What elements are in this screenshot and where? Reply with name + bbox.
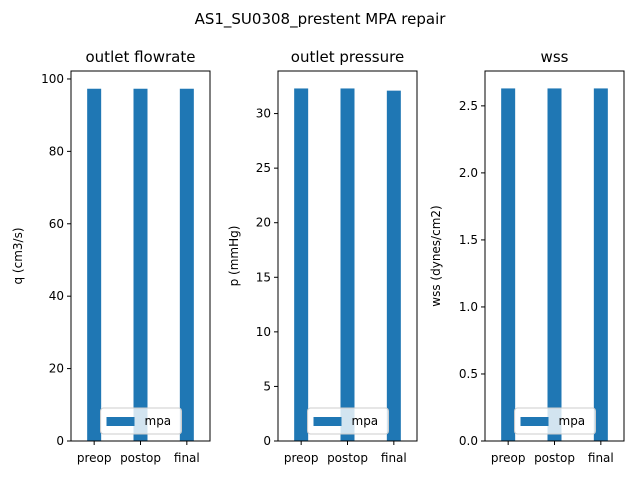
figure-suptitle: AS1_SU0308_prestent MPA repair [195,10,447,29]
subplot-title: outlet pressure [291,48,404,66]
bar-preop [294,88,309,441]
x-tick-label: postop [120,451,161,465]
y-tick-label: 1.5 [459,233,478,247]
subplot-3: wss 0.0 0.5 1.0 1.5 2.0 2.5 preop postop final wss… [429,48,625,465]
y-tick-label: 40 [49,289,64,303]
y-axis-label: p (mmHg) [227,226,241,287]
legend-box [100,407,182,435]
x-tick-label: final [174,451,200,465]
legend-swatch [313,417,342,426]
legend: mpa [307,407,389,435]
subplot-title: wss [541,48,569,66]
subplot-1: outlet flowrate 0 20 40 60 80 100 preop postop fi… [11,48,211,465]
bar-preop [87,88,102,442]
legend-swatch [520,417,549,426]
y-tick-label: 20 [256,216,271,230]
subplot-title: outlet flowrate [86,48,196,66]
subplot-2: outlet pressure 0 5 10 15 20 25 30 preop postop fi… [227,48,418,465]
y-axis-label: wss (dynes/cm2) [429,205,443,306]
y-tick-label: 0.5 [459,367,478,381]
bar-postop [547,88,562,441]
legend: mpa [514,407,596,435]
x-tick-label: final [588,451,614,465]
y-tick-label: 2.0 [459,166,478,180]
legend-swatch [106,417,135,426]
x-tick-label: preop [77,451,112,465]
y-tick-label: 100 [41,72,64,86]
bar-preop [501,88,516,441]
y-tick-label: 25 [256,161,271,175]
y-tick-label: 0 [263,434,271,448]
y-axis-label: q (cm3/s) [11,227,25,284]
legend: mpa [100,407,182,435]
y-tick-label: 30 [256,107,271,121]
y-tick-label: 0 [56,434,64,448]
legend-label: mpa [352,414,379,428]
y-tick-label: 80 [49,144,64,158]
x-tick-label: preop [284,451,319,465]
x-tick-label: postop [534,451,575,465]
y-tick-label: 20 [49,362,64,376]
y-tick-label: 0.0 [459,434,478,448]
bar-final [386,90,401,441]
bar-postop [133,88,148,442]
y-tick-label: 5 [263,379,271,393]
x-tick-label: final [381,451,407,465]
legend-label: mpa [559,414,586,428]
y-tick-label: 15 [256,270,271,284]
bar-final [179,88,194,442]
bar-final [593,88,608,441]
legend-box [514,407,596,435]
x-tick-label: preop [491,451,526,465]
y-tick-label: 60 [49,217,64,231]
bar-postop [340,88,355,441]
y-tick-label: 2.5 [459,99,478,113]
y-tick-label: 10 [256,325,271,339]
legend-box [307,407,389,435]
y-tick-label: 1.0 [459,300,478,314]
legend-label: mpa [145,414,172,428]
x-tick-label: postop [327,451,368,465]
